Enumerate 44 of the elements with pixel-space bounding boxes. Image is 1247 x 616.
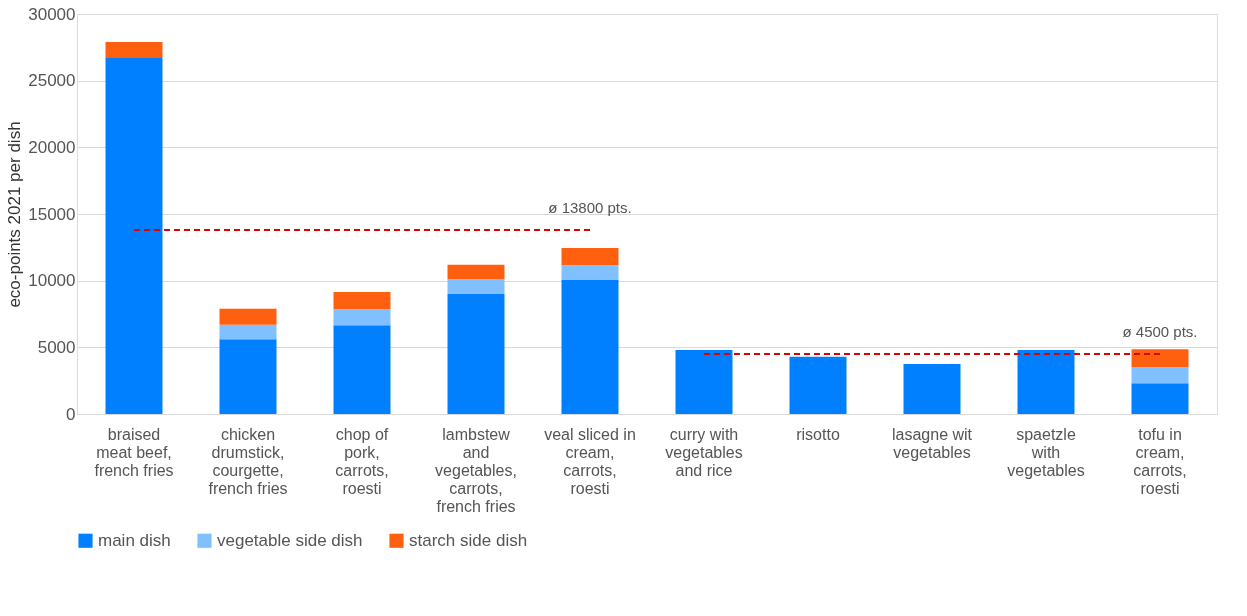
bar	[219, 339, 277, 414]
x-tick-label: curry with vegetables and rice	[665, 425, 743, 479]
bar	[333, 292, 391, 310]
bar	[561, 280, 619, 414]
x-tick-label: lasagne wit vegetables	[891, 425, 973, 461]
x-tick-label: risotto	[796, 425, 840, 443]
bar	[333, 325, 391, 414]
y-tick-label: 25000	[28, 71, 76, 91]
bar	[903, 364, 961, 414]
bar	[219, 324, 277, 340]
y-axis-title: eco-points 2021 per dish	[5, 121, 25, 308]
x-tick-label: lambstew and vegetables, carrots, french fries	[435, 425, 517, 515]
x-tick-label: braised meat beef, french fries	[94, 425, 174, 479]
bar	[1131, 349, 1189, 368]
bar	[1131, 383, 1189, 414]
bar	[447, 264, 505, 280]
y-tick-label: 10000	[28, 271, 76, 291]
legend-label: main dish	[98, 530, 171, 550]
y-tick-label: 20000	[28, 137, 76, 157]
bar	[1017, 350, 1075, 414]
bar	[561, 265, 619, 280]
bar	[219, 308, 277, 325]
annotation: ø 4500 pts.	[1122, 323, 1198, 340]
bar	[447, 294, 505, 414]
y-tick-label: 5000	[37, 337, 76, 357]
annotation: ø 13800 pts.	[548, 199, 632, 216]
x-tick-label: veal sliced in cream, carrots, roesti	[544, 425, 636, 497]
bar	[561, 248, 619, 266]
bar	[675, 350, 733, 414]
x-tick-label: chop of pork, carrots, roesti	[335, 425, 389, 497]
bar	[333, 309, 391, 326]
x-tick-label: tofu in cream, carrots, roesti	[1133, 425, 1187, 497]
bar	[789, 356, 847, 414]
bar	[105, 58, 163, 414]
x-tick-label: spaetzle with vegetables	[1007, 425, 1085, 479]
x-tick-label: chicken drumstick, courgette, french fries	[208, 425, 288, 497]
legend-label: vegetable side dish	[217, 530, 363, 550]
y-tick-label: 30000	[28, 4, 76, 24]
bar	[105, 42, 163, 58]
y-tick-label: 15000	[28, 204, 76, 224]
bar	[447, 279, 505, 294]
y-tick-label: 0	[66, 404, 76, 424]
bar	[1131, 367, 1189, 384]
legend-label: starch side dish	[409, 530, 528, 550]
